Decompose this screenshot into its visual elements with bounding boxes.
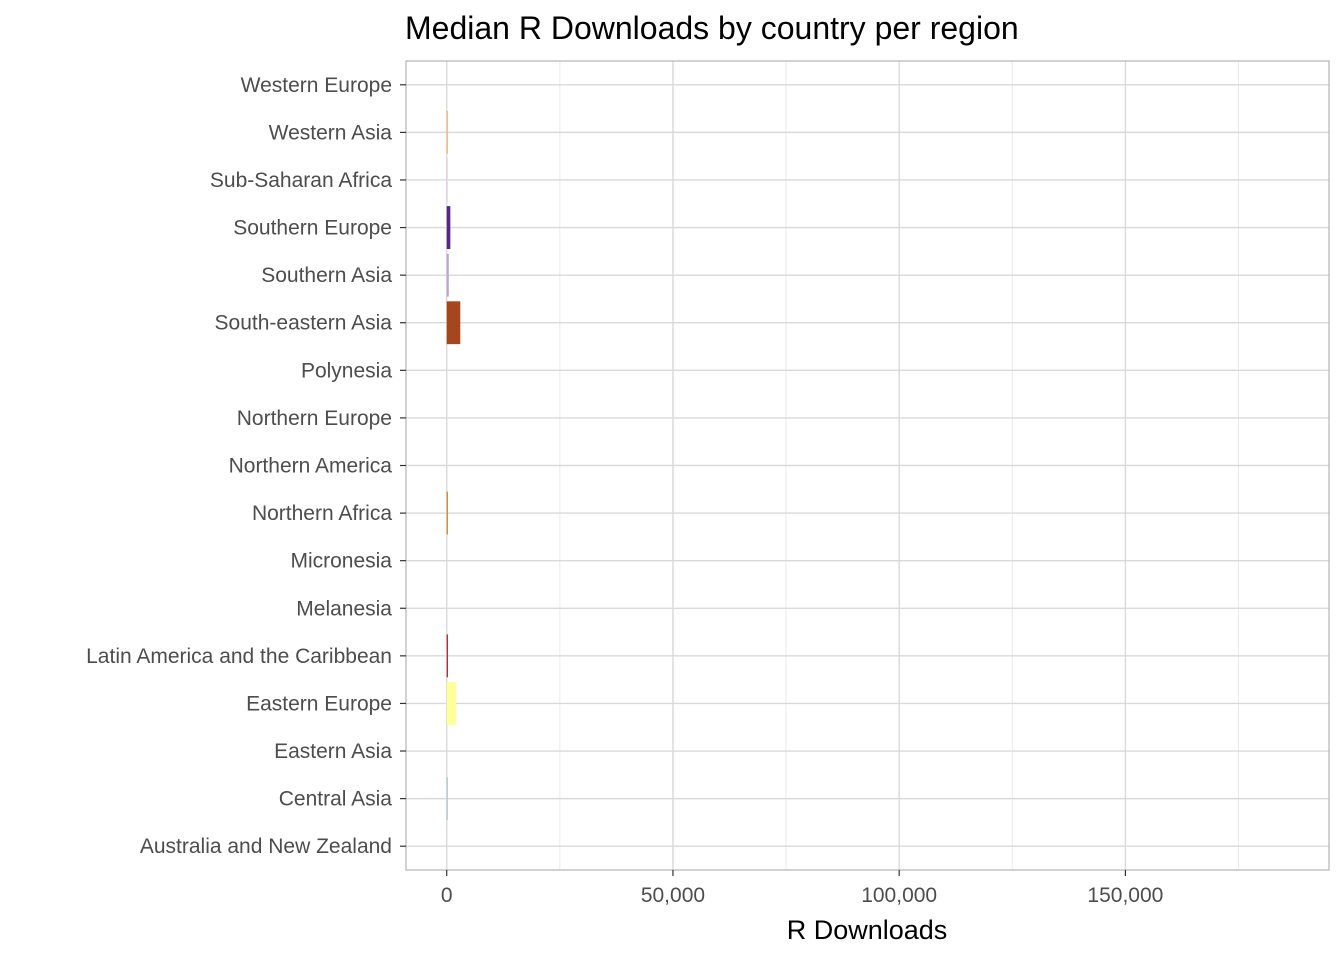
chart-title: Median R Downloads by country per region — [405, 10, 1019, 46]
y-tick-label: Northern America — [229, 455, 393, 478]
bar-central-asia — [446, 777, 448, 821]
bar-south-eastern-asia — [446, 301, 461, 345]
x-tick-label: 50,000 — [641, 884, 705, 907]
y-tick-label: Northern Europe — [237, 407, 392, 430]
y-tick-label: Latin America and the Caribbean — [86, 645, 392, 668]
y-tick-label: South-eastern Asia — [215, 312, 393, 335]
bar-latin-america-and-the-caribbean — [446, 634, 448, 678]
bar-sub-saharan-africa — [446, 158, 448, 202]
x-tick-label: 100,000 — [861, 884, 937, 907]
grid — [406, 61, 1329, 870]
y-tick-label: Western Europe — [241, 74, 392, 97]
bar-eastern-europe — [446, 682, 457, 725]
bar-western-asia — [446, 110, 448, 154]
y-tick-label: Micronesia — [290, 550, 392, 573]
y-axis-ticks: Australia and New Zealand Central Asia Eas… — [86, 74, 406, 858]
y-tick-label: Eastern Europe — [246, 692, 392, 715]
y-tick-label: Polynesia — [301, 359, 392, 382]
x-tick-label: 150,000 — [1087, 884, 1163, 907]
bar-southern-asia — [446, 253, 449, 297]
y-tick-label: Sub-Saharan Africa — [210, 169, 392, 192]
y-tick-label: Southern Asia — [261, 264, 392, 287]
y-tick-label: Eastern Asia — [274, 740, 392, 763]
y-tick-label: Northern Africa — [252, 502, 392, 525]
y-tick-label: Melanesia — [296, 597, 392, 620]
bar-northern-africa — [446, 491, 448, 535]
y-tick-label: Western Asia — [269, 121, 393, 144]
y-tick-label: Australia and New Zealand — [140, 835, 392, 858]
bars — [446, 110, 461, 821]
x-axis-ticks: 0 50,000 100,000 150,000 — [441, 870, 1163, 907]
x-tick-label: 0 — [441, 884, 453, 907]
x-axis-label: R Downloads — [787, 915, 948, 945]
y-tick-label: Southern Europe — [233, 217, 392, 240]
y-tick-label: Central Asia — [279, 788, 393, 811]
bar-southern-europe — [446, 206, 451, 249]
